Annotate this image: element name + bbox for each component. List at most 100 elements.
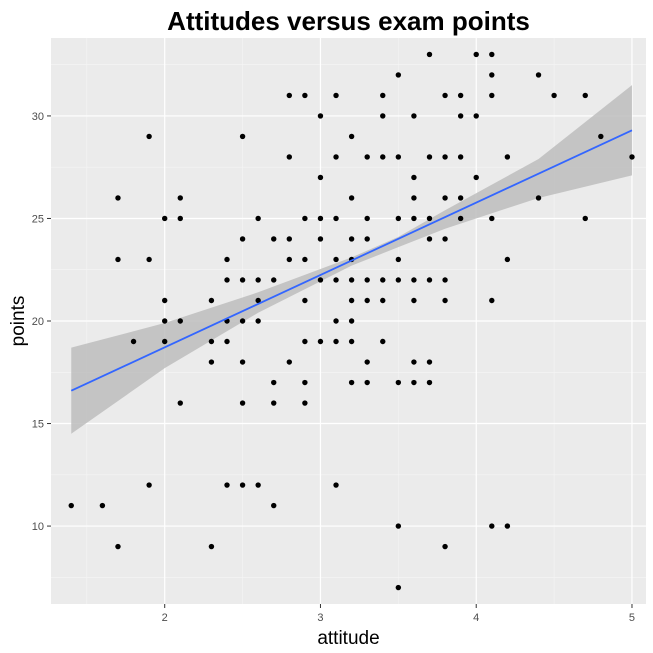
data-point: [348, 236, 355, 242]
data-point: [317, 236, 324, 242]
data-point: [302, 92, 308, 99]
data-point: [177, 195, 183, 201]
data-point: [333, 318, 339, 324]
data-point: [411, 277, 417, 283]
data-point: [380, 338, 386, 345]
data-point: [348, 297, 355, 304]
data-point: [380, 277, 386, 283]
data-point: [239, 482, 246, 488]
data-point: [395, 277, 402, 283]
data-point: [333, 154, 339, 160]
data-point: [146, 256, 152, 263]
data-point: [348, 379, 355, 386]
data-point: [348, 318, 355, 324]
data-point: [239, 318, 246, 324]
data-point: [504, 154, 511, 160]
data-point: [162, 297, 168, 304]
data-point: [426, 236, 433, 242]
data-point: [239, 133, 246, 140]
data-point: [504, 256, 511, 263]
data-point: [302, 379, 308, 386]
data-point: [473, 174, 479, 181]
data-point: [442, 277, 448, 283]
data-point: [271, 379, 277, 386]
data-point: [255, 215, 261, 222]
data-point: [582, 215, 588, 222]
data-point: [255, 482, 261, 488]
data-point: [333, 215, 339, 222]
x-tick-label: 2: [162, 612, 168, 624]
data-point: [224, 338, 230, 345]
data-point: [146, 482, 152, 488]
data-point: [302, 256, 308, 263]
data-point: [364, 359, 370, 365]
x-axis-title: attitude: [317, 628, 379, 649]
data-point: [457, 92, 464, 99]
data-point: [380, 154, 386, 160]
data-point: [177, 215, 183, 222]
data-point: [364, 154, 370, 160]
data-point: [286, 256, 293, 263]
data-point: [130, 338, 137, 345]
data-point: [348, 195, 355, 201]
data-point: [317, 174, 324, 181]
y-tick-label: 10: [32, 521, 44, 533]
data-point: [411, 174, 417, 181]
regression-line-path: [70, 129, 633, 392]
data-point: [333, 256, 339, 263]
data-point: [333, 482, 339, 488]
y-tick-label: 15: [32, 419, 44, 431]
data-point: [99, 502, 106, 509]
data-point: [489, 523, 495, 529]
data-point: [333, 92, 339, 99]
data-point: [364, 297, 370, 304]
data-point: [426, 154, 433, 160]
data-point: [442, 92, 448, 99]
data-point: [255, 297, 261, 304]
data-point: [380, 113, 386, 119]
data-point: [302, 215, 308, 222]
data-point: [115, 543, 121, 550]
data-point: [286, 154, 293, 160]
data-point: [535, 72, 542, 78]
data-point: [380, 92, 386, 99]
data-point: [177, 318, 183, 324]
y-axis-title: points: [8, 296, 29, 347]
data-point: [364, 215, 370, 222]
data-point: [598, 133, 604, 140]
data-point: [162, 338, 168, 345]
data-point: [426, 379, 433, 386]
data-point: [489, 51, 495, 58]
data-point: [395, 256, 402, 263]
data-point: [535, 195, 542, 201]
y-tick-label: 25: [32, 213, 44, 225]
data-point: [442, 297, 448, 304]
data-point: [380, 297, 386, 304]
data-point: [411, 215, 417, 222]
data-point: [224, 482, 230, 488]
data-point: [239, 359, 246, 365]
data-point: [457, 215, 464, 222]
data-point: [317, 215, 324, 222]
chart-title: Attitudes versus exam points: [167, 6, 530, 36]
data-point: [271, 277, 277, 283]
data-point: [348, 133, 355, 140]
data-point: [411, 359, 417, 365]
data-point: [426, 359, 433, 365]
data-point: [255, 277, 261, 283]
data-point: [255, 318, 261, 324]
data-point: [411, 297, 417, 304]
regression-line: [70, 129, 633, 392]
data-point: [426, 51, 433, 58]
data-point: [333, 277, 339, 283]
data-point: [348, 277, 355, 283]
data-point: [395, 215, 402, 222]
data-point: [489, 92, 495, 99]
data-point: [208, 297, 215, 304]
data-point: [473, 51, 479, 58]
data-point: [146, 133, 152, 140]
x-tick-label: 5: [629, 612, 635, 624]
data-point: [115, 195, 121, 201]
data-point: [286, 359, 293, 365]
